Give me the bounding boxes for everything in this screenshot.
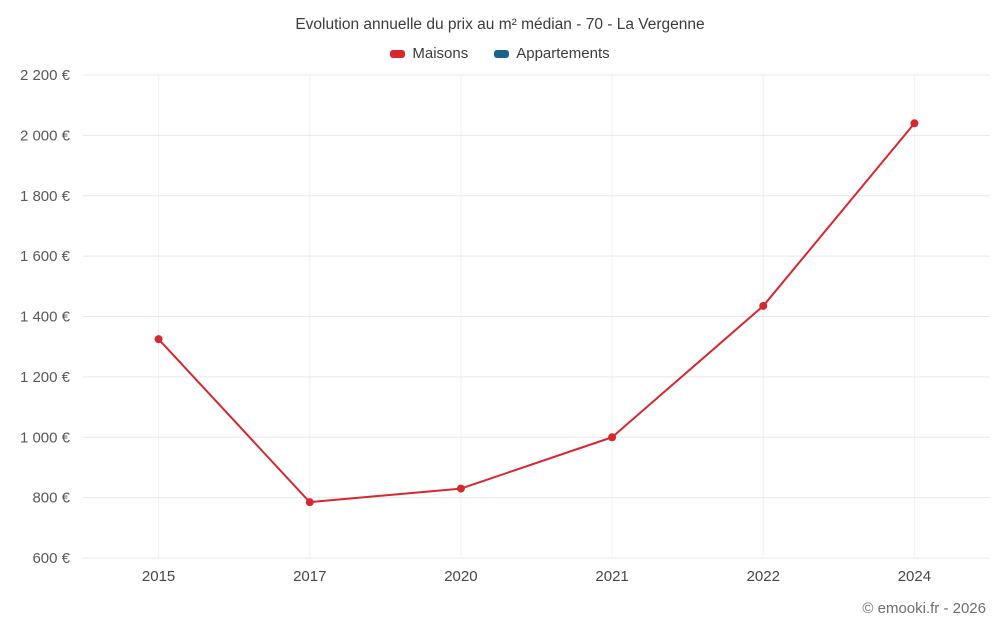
x-tick-label: 2022 — [747, 568, 780, 585]
y-tick-label: 1 400 € — [20, 309, 71, 326]
data-point — [305, 498, 314, 507]
x-tick-label: 2020 — [444, 568, 477, 585]
y-tick-label: 2 000 € — [20, 127, 71, 144]
y-tick-label: 1 800 € — [20, 188, 71, 205]
x-tick-label: 2017 — [293, 568, 326, 585]
chart-title: Evolution annuelle du prix au m² médian … — [295, 16, 705, 33]
data-point — [608, 433, 617, 442]
x-tick-label: 2015 — [142, 568, 175, 585]
legend-swatch-icon — [390, 49, 406, 58]
y-tick-label: 1 000 € — [20, 429, 71, 446]
footer-credit: © emooki.fr - 2026 — [862, 600, 986, 617]
data-point — [910, 119, 919, 128]
legend-item-maisons[interactable]: Maisons — [390, 45, 468, 62]
x-tick-label: 2021 — [595, 568, 628, 585]
y-tick-label: 600 € — [32, 550, 70, 567]
y-tick-label: 1 200 € — [20, 369, 71, 386]
data-point — [456, 484, 465, 493]
legend-swatch-icon — [494, 49, 510, 58]
data-point — [154, 335, 163, 344]
data-point — [759, 301, 768, 310]
legend-item-appartements[interactable]: Appartements — [494, 45, 610, 62]
legend-label: Appartements — [516, 45, 610, 62]
legend-label: Maisons — [412, 45, 469, 62]
y-tick-label: 800 € — [32, 490, 70, 507]
y-tick-label: 2 200 € — [20, 67, 71, 84]
y-tick-label: 1 600 € — [20, 248, 71, 265]
series-line-maisons — [157, 122, 916, 504]
legend: Maisons Appartements — [0, 45, 1000, 62]
x-tick-label: 2024 — [898, 568, 931, 585]
